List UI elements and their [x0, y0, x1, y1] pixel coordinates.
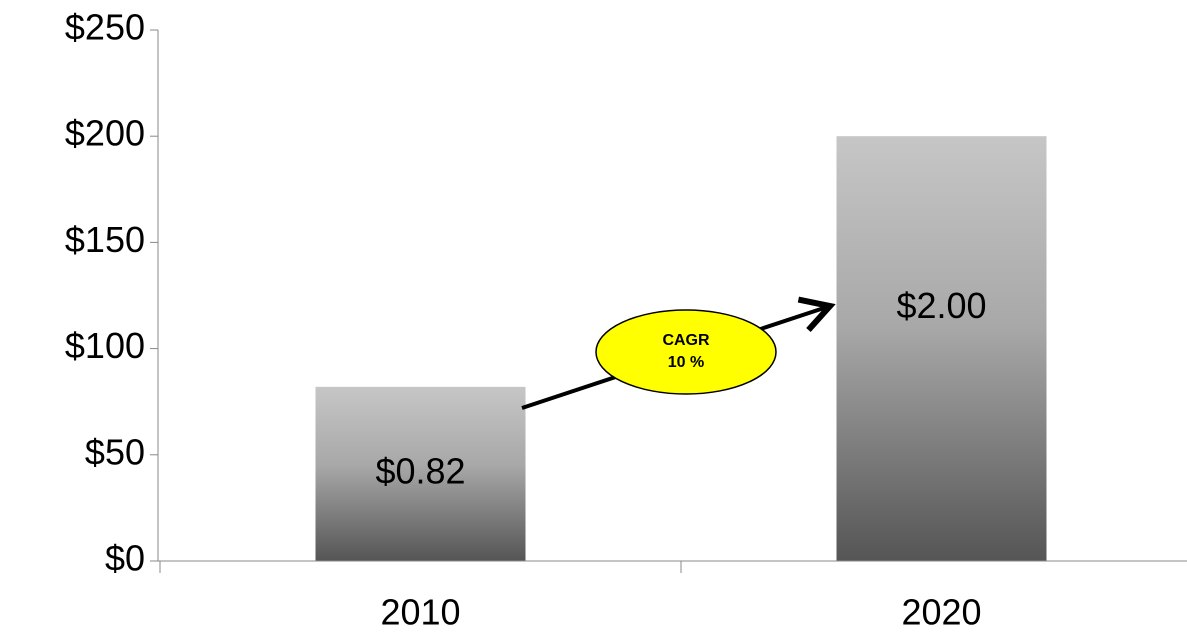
x-tick-label: 2020	[901, 592, 981, 633]
y-tick-label: $100	[65, 325, 145, 366]
bar	[836, 136, 1047, 561]
y-tick-label: $50	[85, 431, 145, 472]
value-label: $0.82	[375, 450, 465, 491]
value-label: $2.00	[896, 285, 986, 326]
y-tick-label: $250	[65, 7, 145, 48]
cagr-label: 10 %	[668, 354, 704, 371]
y-tick-label: $150	[65, 219, 145, 260]
cagr-bubble	[595, 309, 777, 395]
y-tick-label: $0	[105, 538, 145, 579]
x-tick-label: 2010	[380, 592, 460, 633]
bar	[315, 386, 526, 561]
y-tick-label: $200	[65, 113, 145, 154]
cagr-label: CAGR	[662, 332, 710, 349]
